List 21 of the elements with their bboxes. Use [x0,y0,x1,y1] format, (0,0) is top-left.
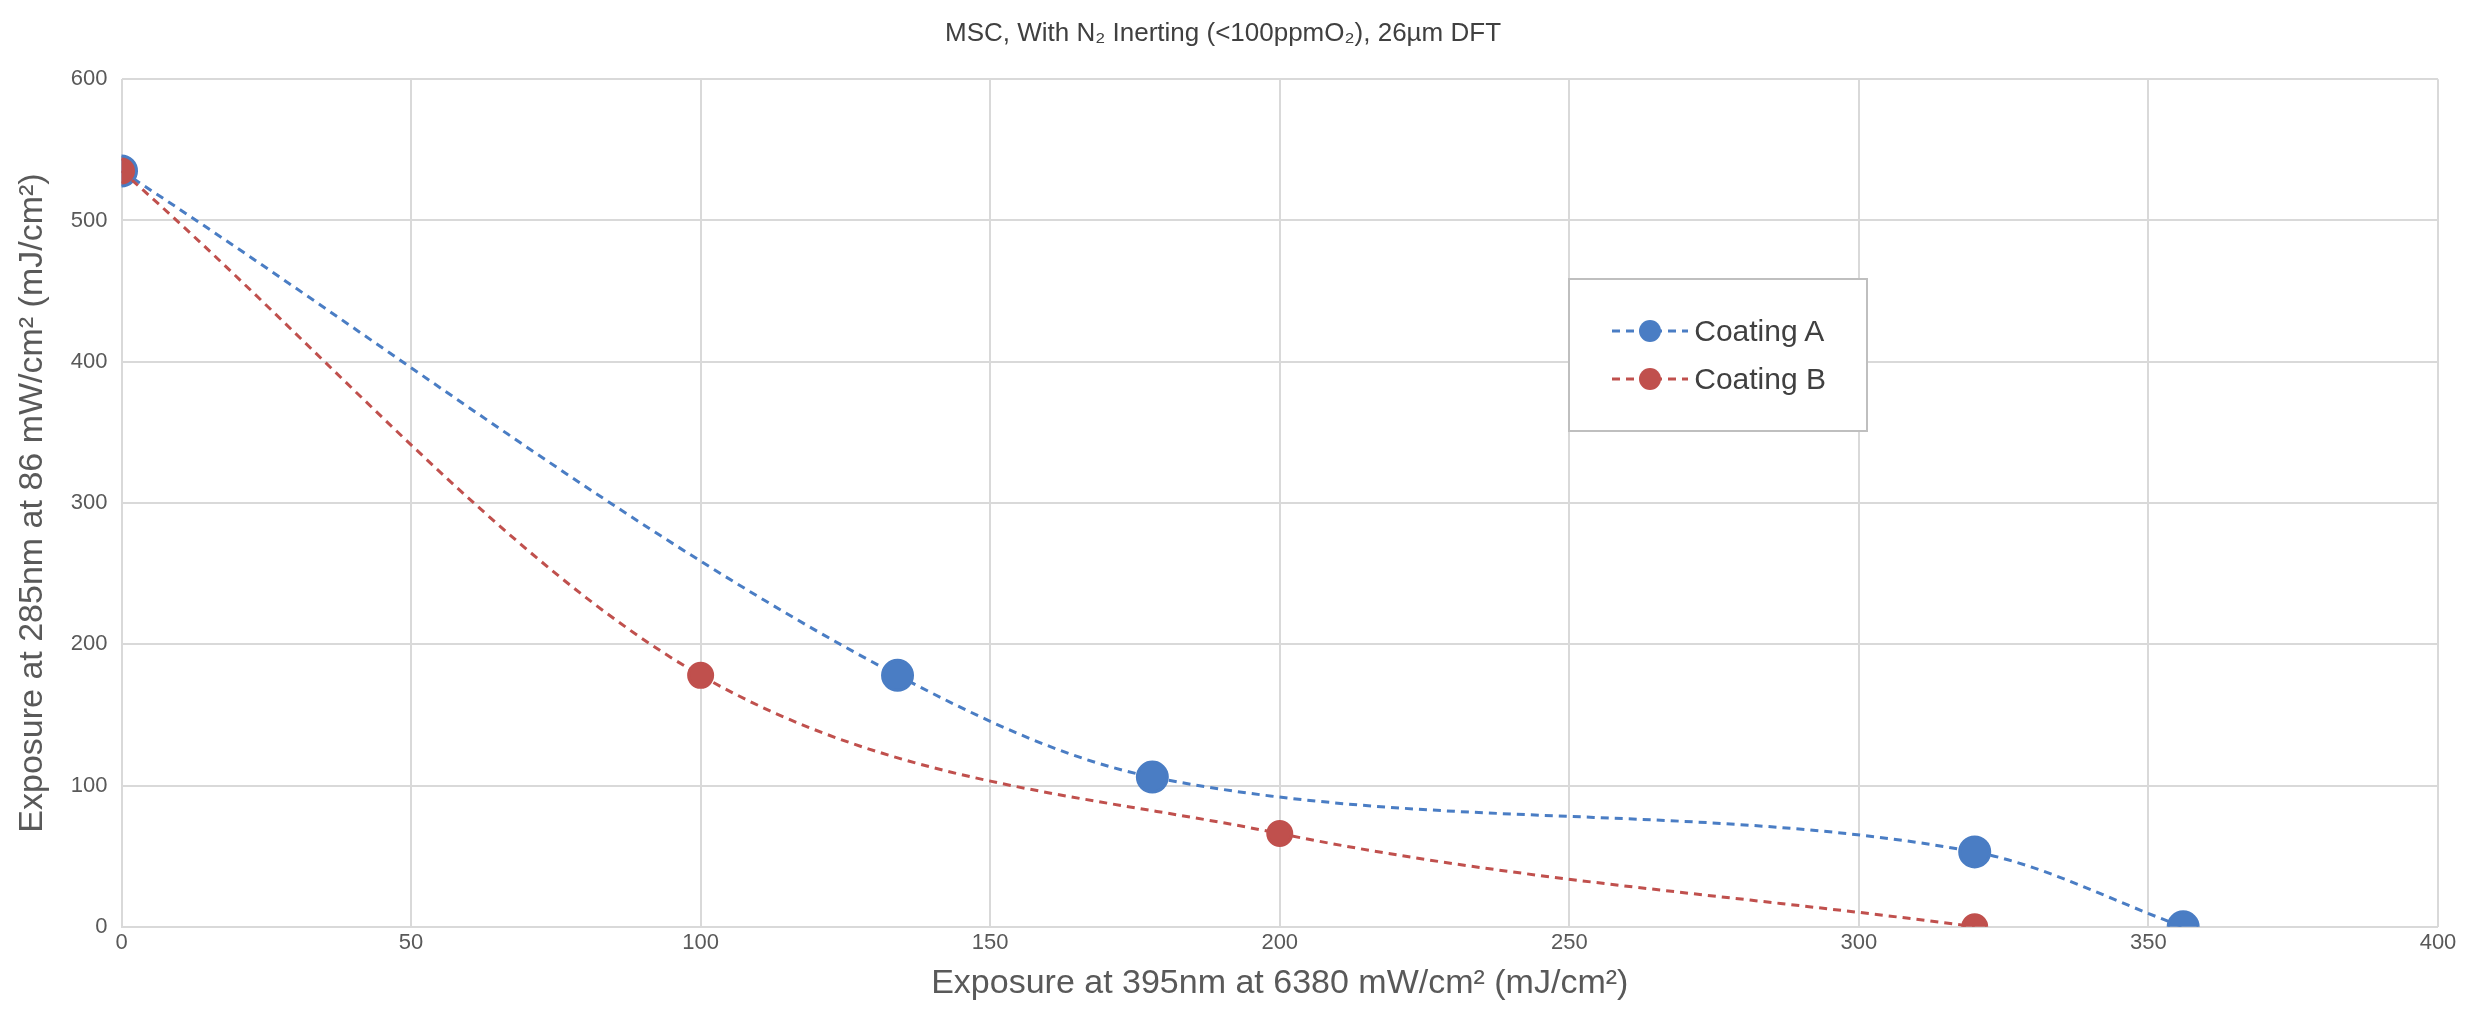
chart-title: MSC, With N₂ Inerting (<100ppmO₂), 26µm DFT [944,16,1502,47]
y-tick-label: 500 [70,206,108,232]
legend-label: Coating B [1694,362,1826,396]
x-tick-label: 350 [2130,929,2167,955]
y-tick-label: 300 [70,489,108,515]
x-tick-label: 250 [1550,929,1588,955]
y-tick-label: 400 [70,347,108,373]
y-tick-label: 0 [95,912,108,938]
x-tick-label: 200 [1261,929,1299,955]
x-tick-label: 400 [2419,929,2457,955]
y-axis-title: Exposure at 285nm at 86 mW/cm² (mJ/cm²) [10,173,49,833]
x-tick-label: 300 [1840,929,1878,955]
x-axis-title: Exposure at 395nm at 6380 mW/cm² (mJ/cm²) [931,961,1629,1000]
x-tick-label: 100 [682,929,719,955]
x-tick-label: 0 [115,929,128,955]
x-tick-label: 150 [971,929,1009,955]
y-tick-label: 200 [70,630,108,656]
x-tick-label: 50 [398,929,424,955]
y-tick-label: 100 [70,771,108,797]
legend-label: Coating A [1694,314,1825,348]
y-tick-label: 600 [70,65,108,91]
